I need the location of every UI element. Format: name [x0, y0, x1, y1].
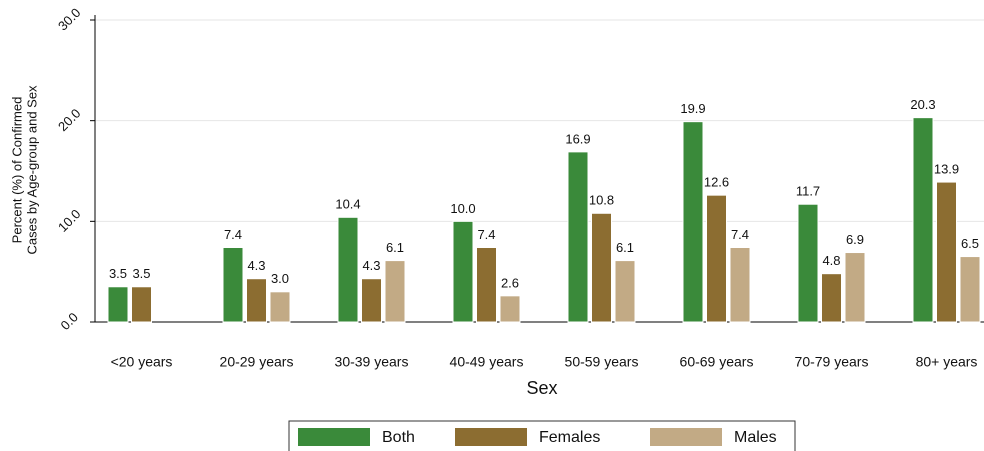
- data-label: 13.9: [934, 162, 959, 177]
- bar: [107, 286, 129, 323]
- y-tick-label: 30.0: [55, 5, 84, 34]
- data-label: 7.4: [731, 227, 749, 242]
- x-tick-label: 60-69 years: [680, 354, 754, 370]
- legend-swatch: [455, 428, 527, 446]
- data-label: 2.6: [501, 275, 519, 290]
- data-label: 10.0: [450, 201, 475, 216]
- legend-swatch: [298, 428, 370, 446]
- bar: [337, 216, 359, 323]
- bar: [269, 291, 291, 323]
- bar: [246, 278, 267, 323]
- bar: [361, 278, 382, 323]
- bar: [452, 220, 474, 323]
- bar: [912, 117, 934, 323]
- y-tick-label: 10.0: [55, 206, 84, 235]
- bar: [384, 260, 406, 323]
- bar: [821, 273, 842, 323]
- data-label: 6.9: [846, 232, 864, 247]
- data-label: 20.3: [910, 97, 935, 112]
- legend-swatch: [650, 428, 722, 446]
- data-label: 3.0: [271, 271, 289, 286]
- x-tick-label: <20 years: [111, 354, 173, 370]
- data-label: 6.1: [616, 240, 634, 255]
- x-axis-title: Sex: [526, 378, 557, 398]
- data-label: 4.3: [362, 258, 380, 273]
- bar: [222, 247, 244, 323]
- data-label: 3.5: [109, 266, 127, 281]
- x-tick-label: 70-79 years: [795, 354, 869, 370]
- bar: [706, 194, 727, 323]
- bar: [131, 286, 152, 323]
- y-axis-title: Cases by Age-group and Sex: [24, 85, 39, 255]
- y-axis-title: Percent (%) of Confirmed: [9, 97, 24, 244]
- x-tick-label: 50-59 years: [565, 354, 639, 370]
- y-tick-label: 0.0: [58, 310, 81, 333]
- data-label: 3.5: [132, 266, 150, 281]
- data-label: 6.5: [961, 236, 979, 251]
- data-label: 19.9: [680, 101, 705, 116]
- bar: [844, 252, 866, 323]
- bar: [476, 247, 497, 323]
- bar: [567, 151, 589, 323]
- x-tick-label: 30-39 years: [335, 354, 409, 370]
- x-tick-label: 80+ years: [916, 354, 978, 370]
- bar: [797, 203, 819, 323]
- legend-label: Females: [539, 429, 600, 446]
- data-label: 10.8: [589, 193, 614, 208]
- legend-label: Males: [734, 429, 777, 446]
- data-label: 16.9: [565, 131, 590, 146]
- data-label: 10.4: [335, 197, 360, 212]
- bar: [614, 260, 636, 323]
- x-tick-label: 20-29 years: [220, 354, 294, 370]
- y-tick-label: 20.0: [55, 106, 84, 135]
- legend-label: Both: [382, 429, 415, 446]
- data-label: 12.6: [704, 175, 729, 190]
- data-label: 4.3: [247, 258, 265, 273]
- bar: [682, 121, 704, 323]
- bar: [936, 181, 957, 323]
- data-label: 7.4: [224, 227, 242, 242]
- data-label: 6.1: [386, 240, 404, 255]
- data-label: 11.7: [796, 184, 820, 199]
- data-label: 4.8: [822, 253, 840, 268]
- x-tick-label: 40-49 years: [450, 354, 524, 370]
- bar: [499, 295, 521, 323]
- data-label: 7.4: [477, 227, 495, 242]
- bar: [959, 256, 981, 323]
- bar: [729, 247, 751, 323]
- bar: [591, 212, 612, 323]
